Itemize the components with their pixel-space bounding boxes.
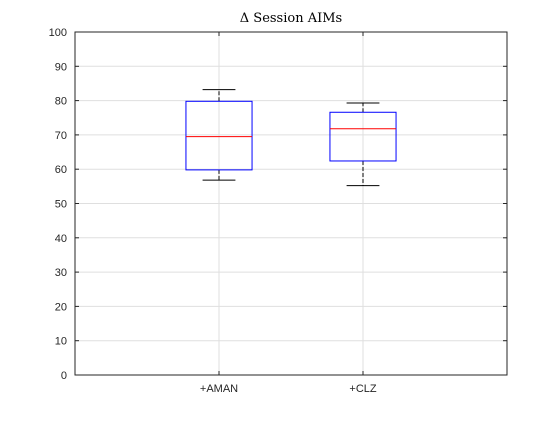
y-tick-label: 20 [55,301,67,313]
box-iqr [185,100,253,171]
y-tick-label: 60 [55,164,67,176]
y-tick-label: 80 [55,96,67,108]
y-tick-label: 90 [55,61,67,73]
y-tick-label: 40 [55,233,67,245]
y-tick-label: 50 [55,199,67,211]
axis-ticks: 0 10 20 30 40 50 60 70 80 90 100 +AMAN +CLZ [49,27,507,395]
chart-title: Δ Session AIMs [240,11,342,26]
y-tick-label: 0 [61,370,67,382]
box-group [329,102,397,187]
y-tick-label: 10 [55,336,67,348]
x-tick-label: +AMAN [200,383,238,395]
y-tick-label: 70 [55,130,67,142]
x-tick-label: +CLZ [349,383,376,395]
y-tick-label: 100 [49,27,67,39]
box-iqr [329,111,397,162]
box-series [185,89,397,187]
y-tick-label: 30 [55,267,67,279]
grid-lines [75,32,507,375]
box-group [185,89,253,181]
